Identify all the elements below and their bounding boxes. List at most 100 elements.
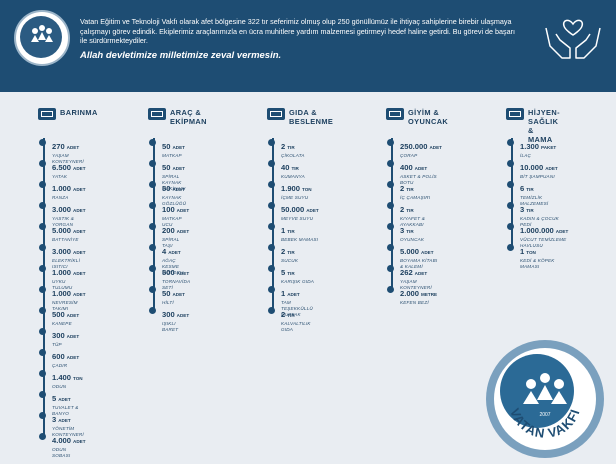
- list-item: 3.000 ADET YASTIK & YORGAN: [38, 199, 86, 227]
- list-item: 100 ADET MATKAP UCU: [148, 199, 190, 227]
- item-amount: 300: [162, 310, 175, 319]
- item-amount: 1.000: [52, 184, 72, 193]
- item-label: SPİRAL TAŞI: [162, 237, 180, 248]
- category-icon: [267, 108, 285, 120]
- item-label: TAM TEŞEKKÜLLÜ MUTFAK: [281, 300, 313, 317]
- category-title: GIDA & BESLENME: [289, 108, 334, 126]
- bullet-dot: [149, 244, 156, 251]
- item-amount: 5: [52, 394, 57, 403]
- item-amount: 2: [281, 142, 286, 151]
- list-item: 300 ADET TÜP: [38, 325, 86, 347]
- list-item: 1.000 ADET UYKU TULUMU: [38, 262, 86, 290]
- item-label: AĞAÇ KESME MOTORU: [162, 258, 184, 275]
- vatan-vakfi-logo: [14, 10, 70, 66]
- item-amount: 500: [52, 310, 65, 319]
- item-label: ODUN SOBASI: [52, 447, 71, 458]
- vatan-vakfi-seal: VATAN VAKFI 2007: [486, 340, 604, 458]
- list-item: 1.000.000 ADET VÜCUT TEMİZLEME HAVLUSU: [506, 220, 569, 248]
- item-unit: ADET: [73, 208, 86, 213]
- list-item: 5.000 ADET BOYAMA KİTABI & KALEMİ: [386, 241, 442, 269]
- item-unit: ADET: [73, 271, 86, 276]
- list-item: 6 TIR TEMİZLİK MALZEMESİ: [506, 178, 568, 206]
- item-label: KARIŞIK GIDA: [281, 279, 315, 284]
- item-unit: TIR: [526, 208, 534, 213]
- list-item: 1 ADET TAM TEŞEKKÜLLÜ MUTFAK: [267, 283, 319, 317]
- bullet-dot: [39, 223, 46, 230]
- item-label: KEFEN BEZİ: [400, 300, 429, 305]
- bullet-dot: [149, 265, 156, 272]
- item-amount: 4.000: [52, 436, 72, 445]
- list-item: 400 ADET ASKET & POLİS BOTU: [386, 157, 442, 185]
- item-unit: ADET: [73, 439, 86, 444]
- item-unit: TIR: [287, 313, 295, 318]
- timeline-line: [511, 138, 513, 247]
- item-amount: 1.000: [52, 268, 72, 277]
- item-amount: 2: [400, 205, 405, 214]
- item-label: ÇORAP: [400, 153, 418, 158]
- category-title: GİYİM & OYUNCAK: [408, 108, 449, 126]
- item-unit: ADET: [66, 145, 80, 150]
- list-item: 3.000 ADET ELEKTRİKLİ ISITICI: [38, 241, 86, 269]
- list-item: 262 ADET YAŞAM KONTEYNERİ: [386, 262, 442, 290]
- list-item: 2.000 METRE KEFEN BEZİ: [386, 283, 442, 305]
- item-unit: ADET: [168, 250, 181, 255]
- list-item: 50 ADET KAYNAK GÖZLÜĞÜ: [148, 178, 190, 206]
- bullet-dot: [507, 160, 514, 167]
- bullet-dot: [149, 181, 156, 188]
- item-amount: 262: [400, 268, 413, 277]
- item-unit: ADET: [414, 271, 428, 276]
- item-unit: ADET: [176, 313, 190, 318]
- item-amount: 1.900: [281, 184, 301, 193]
- bullet-dot: [39, 307, 46, 314]
- bullet-dot: [149, 160, 156, 167]
- list-item: 50 ADET HİLTİ: [148, 283, 190, 305]
- bullet-dot: [39, 412, 46, 419]
- item-label: KADIN & ÇOCUK PEDİ: [520, 216, 559, 227]
- item-label: MATKAP UCU: [162, 216, 182, 227]
- bullet-dot: [507, 223, 514, 230]
- item-unit: TIR: [406, 229, 414, 234]
- category-icon: [148, 108, 166, 120]
- item-label: YAŞAM KONTEYNERİ: [52, 153, 84, 164]
- item-label: IŞIKLI BARET: [162, 321, 179, 332]
- item-unit: ADET: [66, 334, 80, 339]
- item-amount: 1: [520, 247, 525, 256]
- item-label: OYUNCAK: [400, 237, 425, 242]
- list-item: 200 ADET SPİRAL TAŞI: [148, 220, 190, 248]
- item-unit: TIR: [287, 145, 295, 150]
- item-amount: 3: [520, 205, 525, 214]
- list-item: 3 TIR KADIN & ÇOCUK PEDİ: [506, 199, 568, 227]
- item-amount: 1: [281, 289, 286, 298]
- list-item: 50.000 ADET MEYVE SUYU: [267, 199, 319, 221]
- item-unit: ADET: [58, 397, 71, 402]
- bullet-dot: [387, 265, 394, 272]
- category-icon: [38, 108, 56, 120]
- bullet-dot: [268, 202, 275, 209]
- list-item: 1.400 TON ODUN: [38, 367, 86, 389]
- item-amount: 600: [52, 352, 65, 361]
- item-amount: 5.000: [400, 247, 420, 256]
- item-unit: ADET: [429, 145, 442, 150]
- item-unit: ADET: [421, 250, 434, 255]
- list-item: 500 ADET TORNAVİDA SETİ: [148, 262, 190, 290]
- item-unit: TIR: [291, 166, 299, 171]
- item-unit: TIR: [287, 250, 295, 255]
- bullet-dot: [387, 244, 394, 251]
- item-amount: 50.000: [281, 205, 305, 214]
- item-amount: 5.000: [52, 226, 72, 235]
- list-item: 1 TON KEDİ & KÖPEK MAMASI: [506, 241, 568, 269]
- bullet-dot: [149, 223, 156, 230]
- item-amount: 270: [52, 142, 65, 151]
- item-label: BİT ŞAMPUANI: [520, 174, 555, 179]
- item-label: YASTIK & YORGAN: [52, 216, 75, 227]
- list-item: 1.000 ADET RANZA: [38, 178, 86, 200]
- item-amount: 10.000: [520, 163, 544, 172]
- list-item: 500 ADET KANEPE: [38, 304, 86, 326]
- item-unit: ADET: [555, 229, 569, 234]
- bullet-dot: [268, 307, 275, 314]
- list-item: 2 TIR SUCUK: [267, 241, 319, 263]
- item-amount: 3.000: [52, 205, 72, 214]
- list-item: 2 TIR KIYAFET & AYAKKABI: [386, 199, 442, 227]
- bullet-dot: [268, 286, 275, 293]
- bullet-dot: [149, 202, 156, 209]
